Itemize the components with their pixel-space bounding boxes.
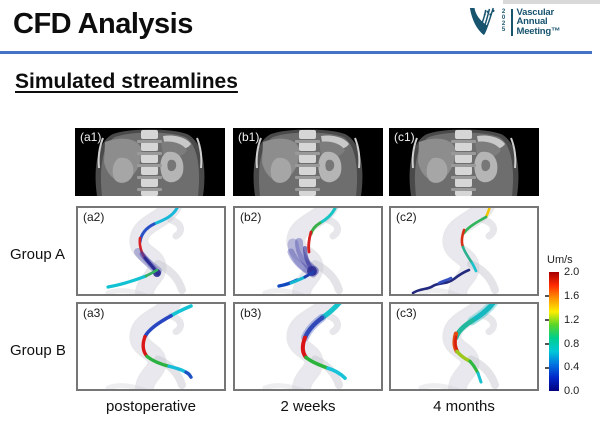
colorbar-tick-label-2.0: 2.0 [564,266,580,278]
logo-line-annual: Annual [516,16,548,28]
logo-wordmark: Vascular Annual Meeting™ [517,8,561,37]
streamline-illustration [78,304,193,389]
streamline-panel-a2: (a2) [76,206,226,296]
logo-line-vascular: Vascular [516,6,555,18]
vascular-annual-meeting-logo: 2025 Vascular Annual Meeting™ [468,6,560,38]
colorbar-gradient [549,272,559,391]
panel-label-a3: (a3) [83,306,105,320]
streamline-illustration [78,208,224,294]
ct-image-4-months: (c1) [389,128,539,196]
title-underline-rule [0,51,592,54]
streamline-panel-b2: (b2) [233,206,383,296]
panel-label-c3: (c3) [396,306,417,320]
ct-image-2-weeks: (b1) [233,128,383,196]
logo-separator [510,8,513,36]
timepoint-label-2-weeks: 2 weeks [280,398,336,415]
colorbar-tick [545,295,549,297]
logo-line-meeting: Meeting™ [516,25,561,37]
streamline-panel-b3: (b3) [233,302,383,391]
group-a-label: Group A [10,246,66,263]
streamline-illustration [235,304,381,389]
window-edge-strip [503,0,600,4]
colorbar-unit-label: Um/s [547,254,573,266]
streamline-illustration [235,208,381,294]
panel-label-b2: (b2) [240,210,262,224]
section-heading: Simulated streamlines [15,70,238,93]
colorbar-tick [545,319,549,321]
streamline-illustration [391,304,537,389]
ct-image-postoperative: (a1) [75,128,225,196]
colorbar-tick-label-0.4: 0.4 [564,361,580,373]
colorbar-tick [545,367,549,369]
timepoint-label-4-months: 4 months [433,398,495,415]
colorbar-tick-label-0.0: 0.0 [564,385,580,397]
streamline-panel-a3: (a3) [76,302,226,391]
vam-v-wheat-icon [469,7,495,36]
slide-title: CFD Analysis [13,8,193,40]
timepoint-label-postoperative: postoperative [105,398,197,415]
panel-label-b1: (b1) [238,130,260,144]
panel-label-c1: (c1) [394,130,415,144]
colorbar-tick-label-0.8: 0.8 [564,338,580,350]
colorbar-tick-label-1.2: 1.2 [564,314,580,326]
colorbar-tick [545,343,549,345]
colorbar-tick-label-1.6: 1.6 [564,290,580,302]
logo-year: 2025 [500,8,507,33]
group-b-label: Group B [10,342,66,359]
streamline-illustration [391,208,537,294]
panel-label-b3: (b3) [240,306,262,320]
panel-label-a1: (a1) [80,130,102,144]
panel-label-a2: (a2) [83,210,105,224]
streamline-panel-c3: (c3) [389,302,539,391]
streamline-panel-c2: (c2) [389,206,539,296]
panel-label-c2: (c2) [396,210,417,224]
